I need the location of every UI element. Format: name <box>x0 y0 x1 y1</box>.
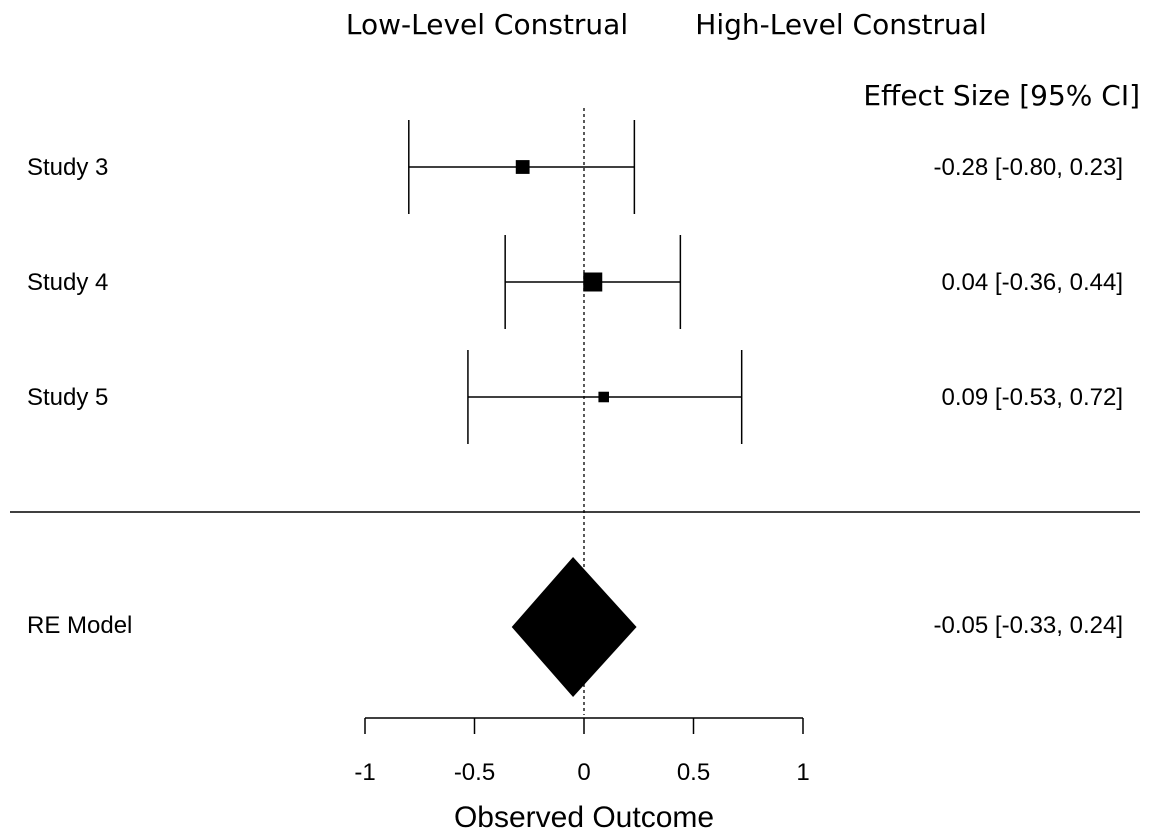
point-estimate <box>598 391 609 403</box>
effect-size-text: -0.28 [-0.80, 0.23] <box>934 154 1123 181</box>
study-label: Study 5 <box>27 384 108 411</box>
column-header-effect-size: Effect Size [95% CI] <box>863 79 1140 112</box>
x-tick-label: -0.5 <box>454 759 495 786</box>
study-row: Study 3 -0.28 [-0.80, 0.23] <box>27 120 1123 214</box>
study-row: Study 4 0.04 [-0.36, 0.44] <box>27 235 1123 329</box>
x-tick-label: -1 <box>354 759 375 786</box>
point-estimate <box>583 272 603 292</box>
effect-size-text: 0.04 [-0.36, 0.44] <box>942 269 1123 296</box>
summary-label: RE Model <box>27 612 132 639</box>
header-high-level: High-Level Construal <box>695 8 986 41</box>
summary-diamond <box>511 557 637 697</box>
study-label: Study 4 <box>27 269 108 296</box>
x-tick-label: 1 <box>796 759 809 786</box>
study-row: Study 5 0.09 [-0.53, 0.72] <box>27 350 1123 444</box>
summary-effect-size-text: -0.05 [-0.33, 0.24] <box>934 612 1123 639</box>
summary-row: RE Model -0.05 [-0.33, 0.24] <box>27 557 1123 697</box>
x-axis-label: Observed Outcome <box>454 801 714 834</box>
header-low-level: Low-Level Construal <box>346 8 628 41</box>
x-tick-label: 0 <box>577 759 590 786</box>
x-axis: -1 -0.5 0 0.5 1 <box>354 717 810 786</box>
effect-size-text: 0.09 [-0.53, 0.72] <box>942 384 1123 411</box>
point-estimate <box>515 160 530 174</box>
study-label: Study 3 <box>27 154 108 181</box>
x-tick-label: 0.5 <box>677 759 710 786</box>
